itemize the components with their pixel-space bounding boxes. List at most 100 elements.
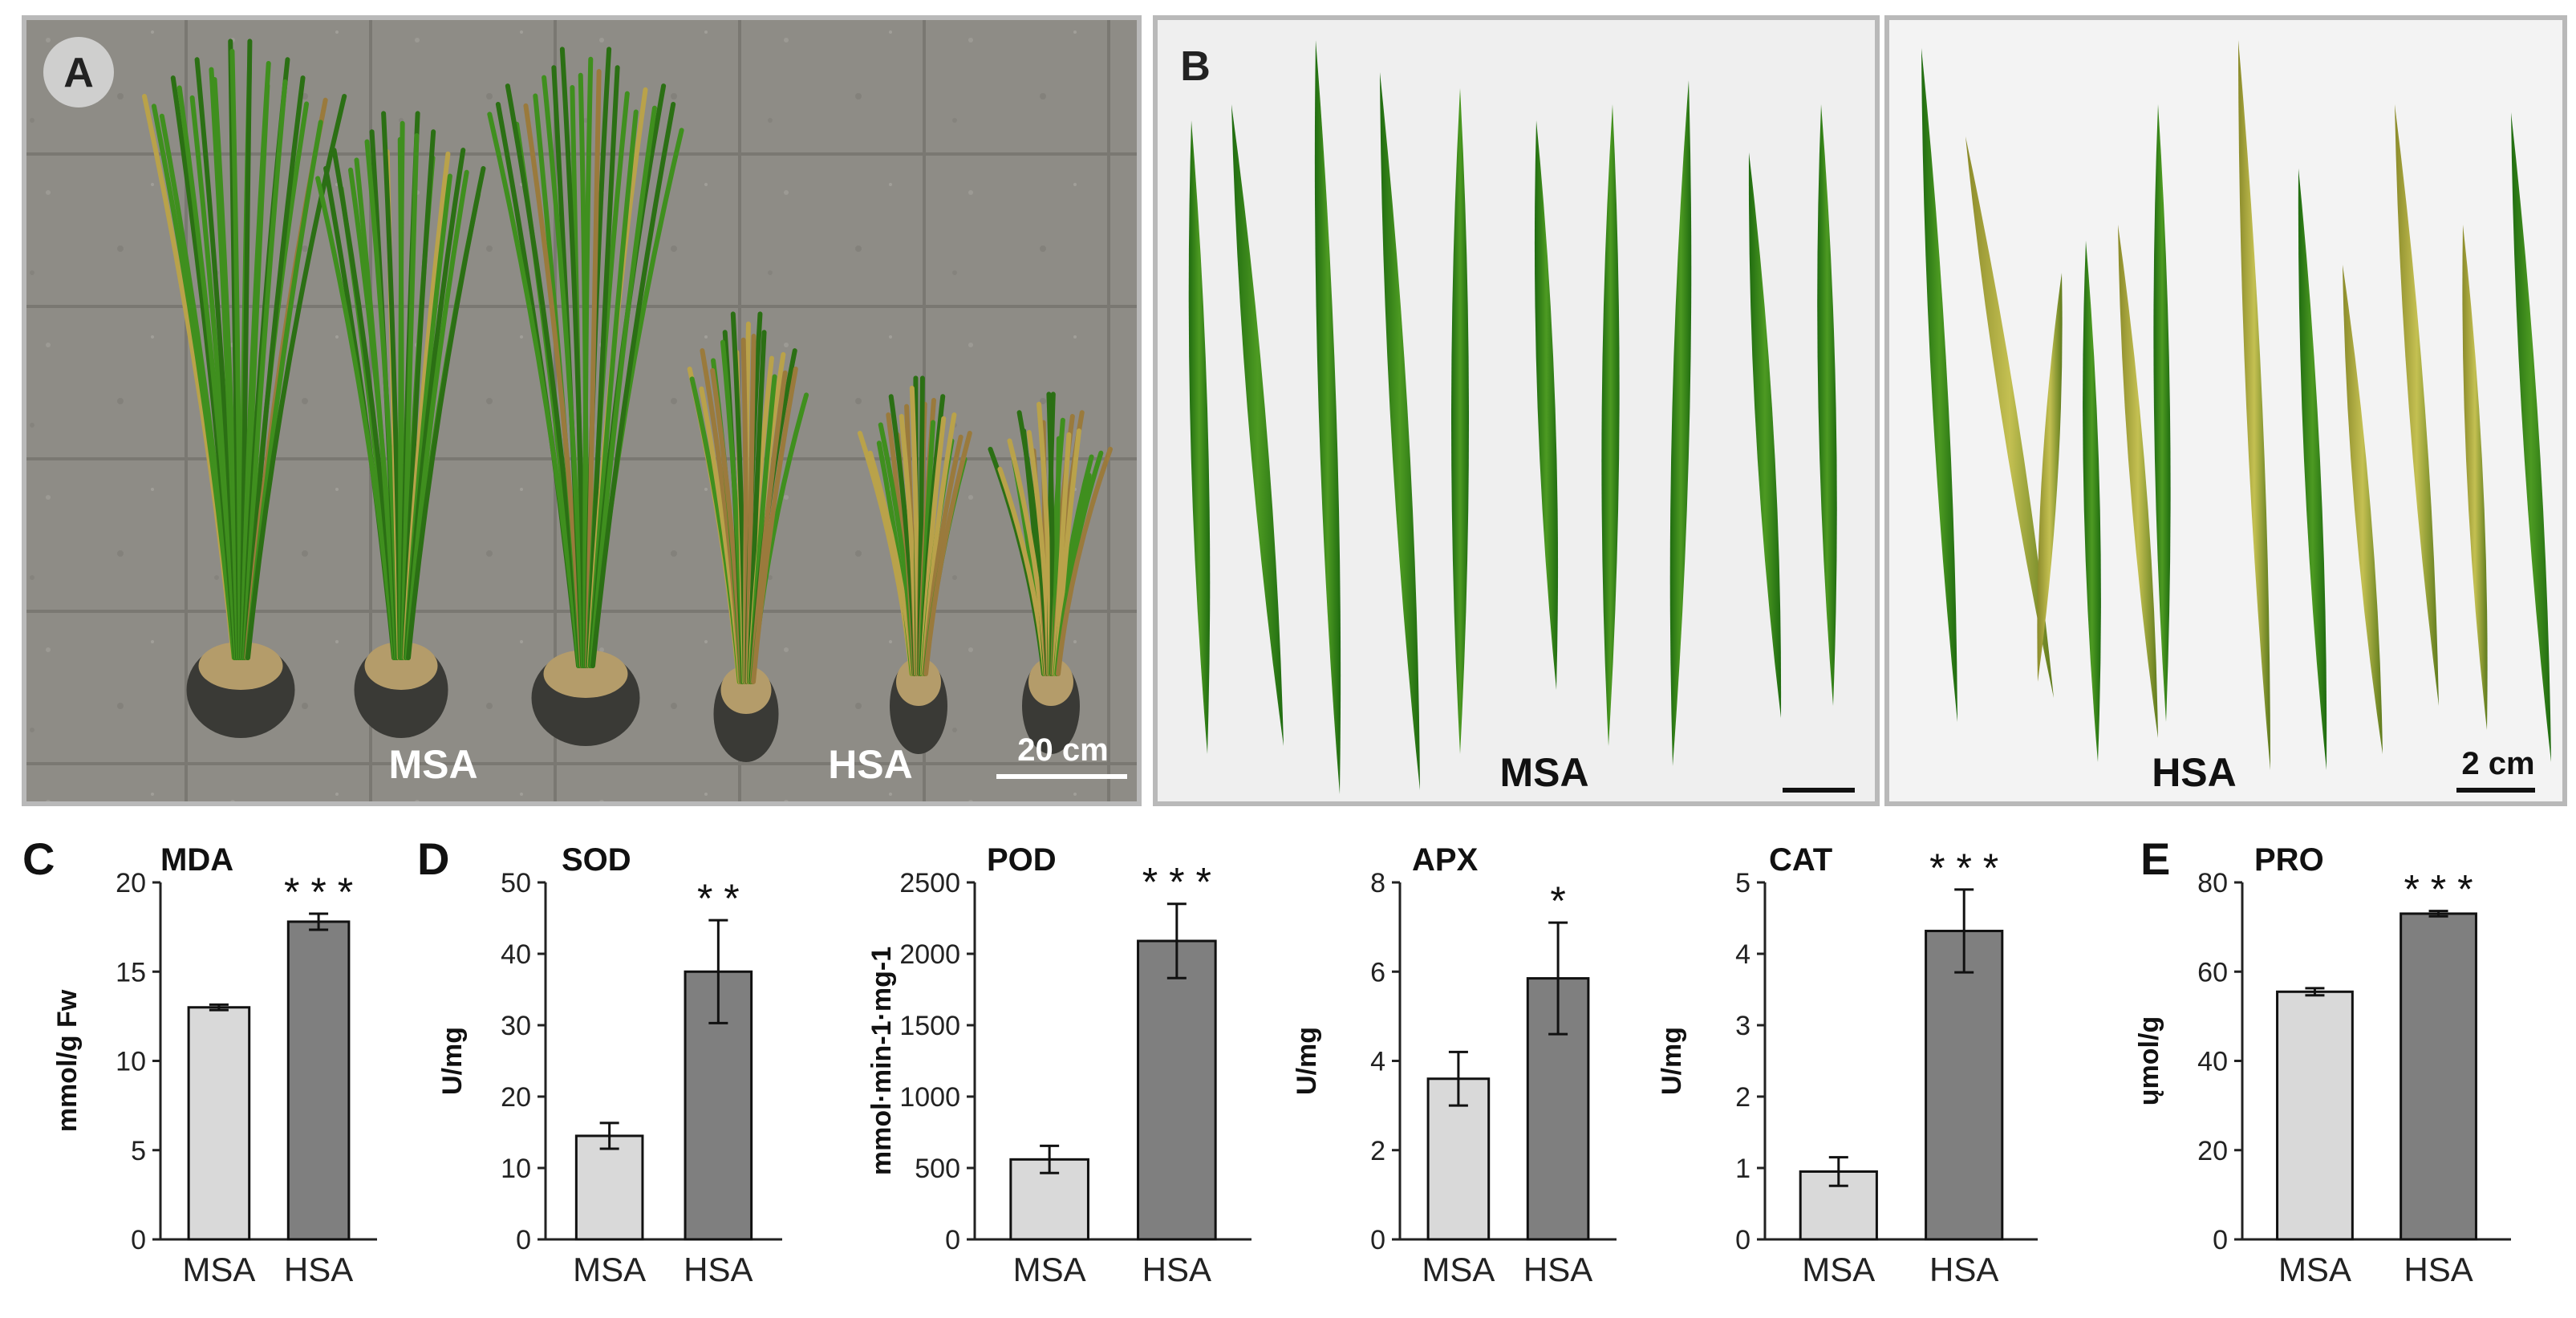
chart-title: PRO (2254, 842, 2324, 878)
error-bar (2305, 987, 2325, 997)
error-bar (1548, 921, 1568, 1036)
y-tick-label: 20 (116, 868, 146, 898)
plant (142, 39, 347, 738)
bar-msa (2276, 990, 2354, 1241)
chart-cat: 0 1 2 3 4 5 CAT U/mg MSA HSA * * * (1657, 842, 2038, 1288)
msa-leaf (1380, 72, 1420, 790)
error-bar (209, 1003, 229, 1012)
y-tick-label: 5 (1735, 868, 1750, 898)
msa-leaf (1669, 80, 1692, 766)
y-axis-label: ųmol/g (2134, 1016, 2164, 1105)
significance-marker: * * (697, 876, 740, 921)
bar-msa (187, 1006, 251, 1241)
msa-leaf (1451, 88, 1469, 754)
x-tick-label: HSA (284, 1251, 353, 1288)
hsa-leaf (2343, 265, 2383, 754)
significance-marker: * * * (284, 870, 353, 914)
panel-b-msa-label: MSA (1499, 750, 1588, 795)
chart-title: APX (1412, 842, 1479, 878)
y-tick-label: 0 (2213, 1225, 2228, 1255)
error-bar (1828, 1156, 1848, 1187)
y-tick-label: 2 (1735, 1082, 1750, 1113)
y-tick-label: 20 (2197, 1136, 2228, 1166)
plant-leaf (751, 367, 798, 684)
panel-a-hsa-label: HSA (828, 742, 913, 787)
y-tick-label: 1500 (899, 1011, 960, 1041)
y-tick-label: 30 (501, 1011, 531, 1041)
y-tick-label: 5 (131, 1136, 146, 1166)
panel-b-label: B (1180, 43, 1211, 90)
x-tick-label: HSA (1142, 1251, 1211, 1288)
y-tick-label: 20 (501, 1082, 531, 1113)
plant-stem-base (720, 666, 772, 714)
msa-leaf (1231, 104, 1284, 746)
plant-stem-base (364, 642, 438, 690)
panel-a-msa-label: MSA (388, 742, 477, 787)
x-tick-label: HSA (684, 1251, 753, 1288)
y-axis-label: mmol/g Fw (52, 989, 83, 1132)
panel-b-photo: B MSA HSA 2 cm (1153, 15, 2567, 806)
hsa-leaf (2462, 225, 2488, 730)
y-tick-label: 4 (1735, 939, 1750, 970)
y-tick-label: 0 (516, 1225, 531, 1255)
y-axis-label: U/mg (437, 1027, 468, 1095)
plant-leaf (1056, 447, 1113, 676)
bar-hsa (2400, 912, 2477, 1241)
chart-title: SOD (562, 842, 631, 878)
plant (687, 311, 809, 762)
y-tick-label: 0 (1370, 1225, 1385, 1255)
chart-pod: 0 500 1000 1500 2000 2500 POD mmol·min-1·mg-1 MS… (866, 842, 1251, 1288)
y-tick-label: 3 (1735, 1011, 1750, 1041)
panel-a-label-badge (43, 37, 114, 107)
chart-sod: 0 10 20 30 40 50 SOD U/mg MSA HSA * * (437, 842, 782, 1288)
y-axis-label: U/mg (1657, 1027, 1687, 1095)
plant (857, 375, 972, 754)
panel-b-hsa-label: HSA (2152, 750, 2237, 795)
x-tick-label: HSA (1523, 1251, 1592, 1288)
y-tick-label: 6 (1370, 957, 1385, 987)
plant-leaf (923, 431, 972, 676)
plant-leaf (406, 166, 486, 660)
plant (315, 111, 486, 738)
error-bar (708, 919, 728, 1024)
panel-e-label: E (2140, 833, 2170, 884)
msa-leaf (1188, 120, 1211, 754)
significance-marker: * * * (2404, 867, 2473, 912)
x-tick-label: MSA (2278, 1251, 2351, 1288)
y-tick-label: 8 (1370, 868, 1385, 898)
error-bar (2428, 910, 2448, 918)
panel-a-photo: A MSA HSA 20 cm (22, 15, 1142, 806)
hsa-leaf (2238, 40, 2270, 770)
x-tick-label: MSA (1802, 1251, 1875, 1288)
hsa-leaf (2118, 225, 2158, 738)
y-axis-label: U/mg (1292, 1027, 1322, 1095)
error-bar (1040, 1144, 1060, 1174)
panel-b-scale-label: 2 cm (2461, 746, 2534, 781)
x-tick-label: MSA (1013, 1251, 1086, 1288)
chart-pro: 0 20 40 60 80 PRO ųmol/g MSA HSA * * * (2134, 842, 2511, 1288)
y-tick-label: 1000 (899, 1082, 960, 1113)
plant-stem-base (1028, 658, 1073, 706)
msa-leaf (1314, 40, 1341, 794)
hsa-leaf (2153, 104, 2171, 722)
chart-title: MDA (160, 842, 233, 878)
chart-mda: 0 5 10 15 20 MDA mmol/g Fw MSA HSA * * * (52, 842, 377, 1288)
error-bar (1448, 1050, 1468, 1107)
bar-hsa (1925, 930, 2004, 1241)
error-bar (1954, 888, 1974, 974)
y-tick-label: 10 (116, 1047, 146, 1077)
panel-b-hsa-background (1884, 15, 2567, 806)
plant-stem-base (543, 650, 628, 698)
x-tick-label: HSA (1929, 1251, 1998, 1288)
hsa-leaf (2395, 104, 2439, 706)
msa-leaf (1817, 104, 1837, 706)
y-tick-label: 40 (501, 939, 531, 970)
plant-leaf (590, 102, 676, 668)
x-tick-label: MSA (573, 1251, 646, 1288)
y-tick-label: 10 (501, 1154, 531, 1184)
hsa-leaf (2037, 273, 2063, 682)
y-tick-label: 0 (945, 1225, 960, 1255)
plant-stem-base (198, 642, 283, 690)
panel-b-hsa-leaves (1921, 40, 2551, 770)
